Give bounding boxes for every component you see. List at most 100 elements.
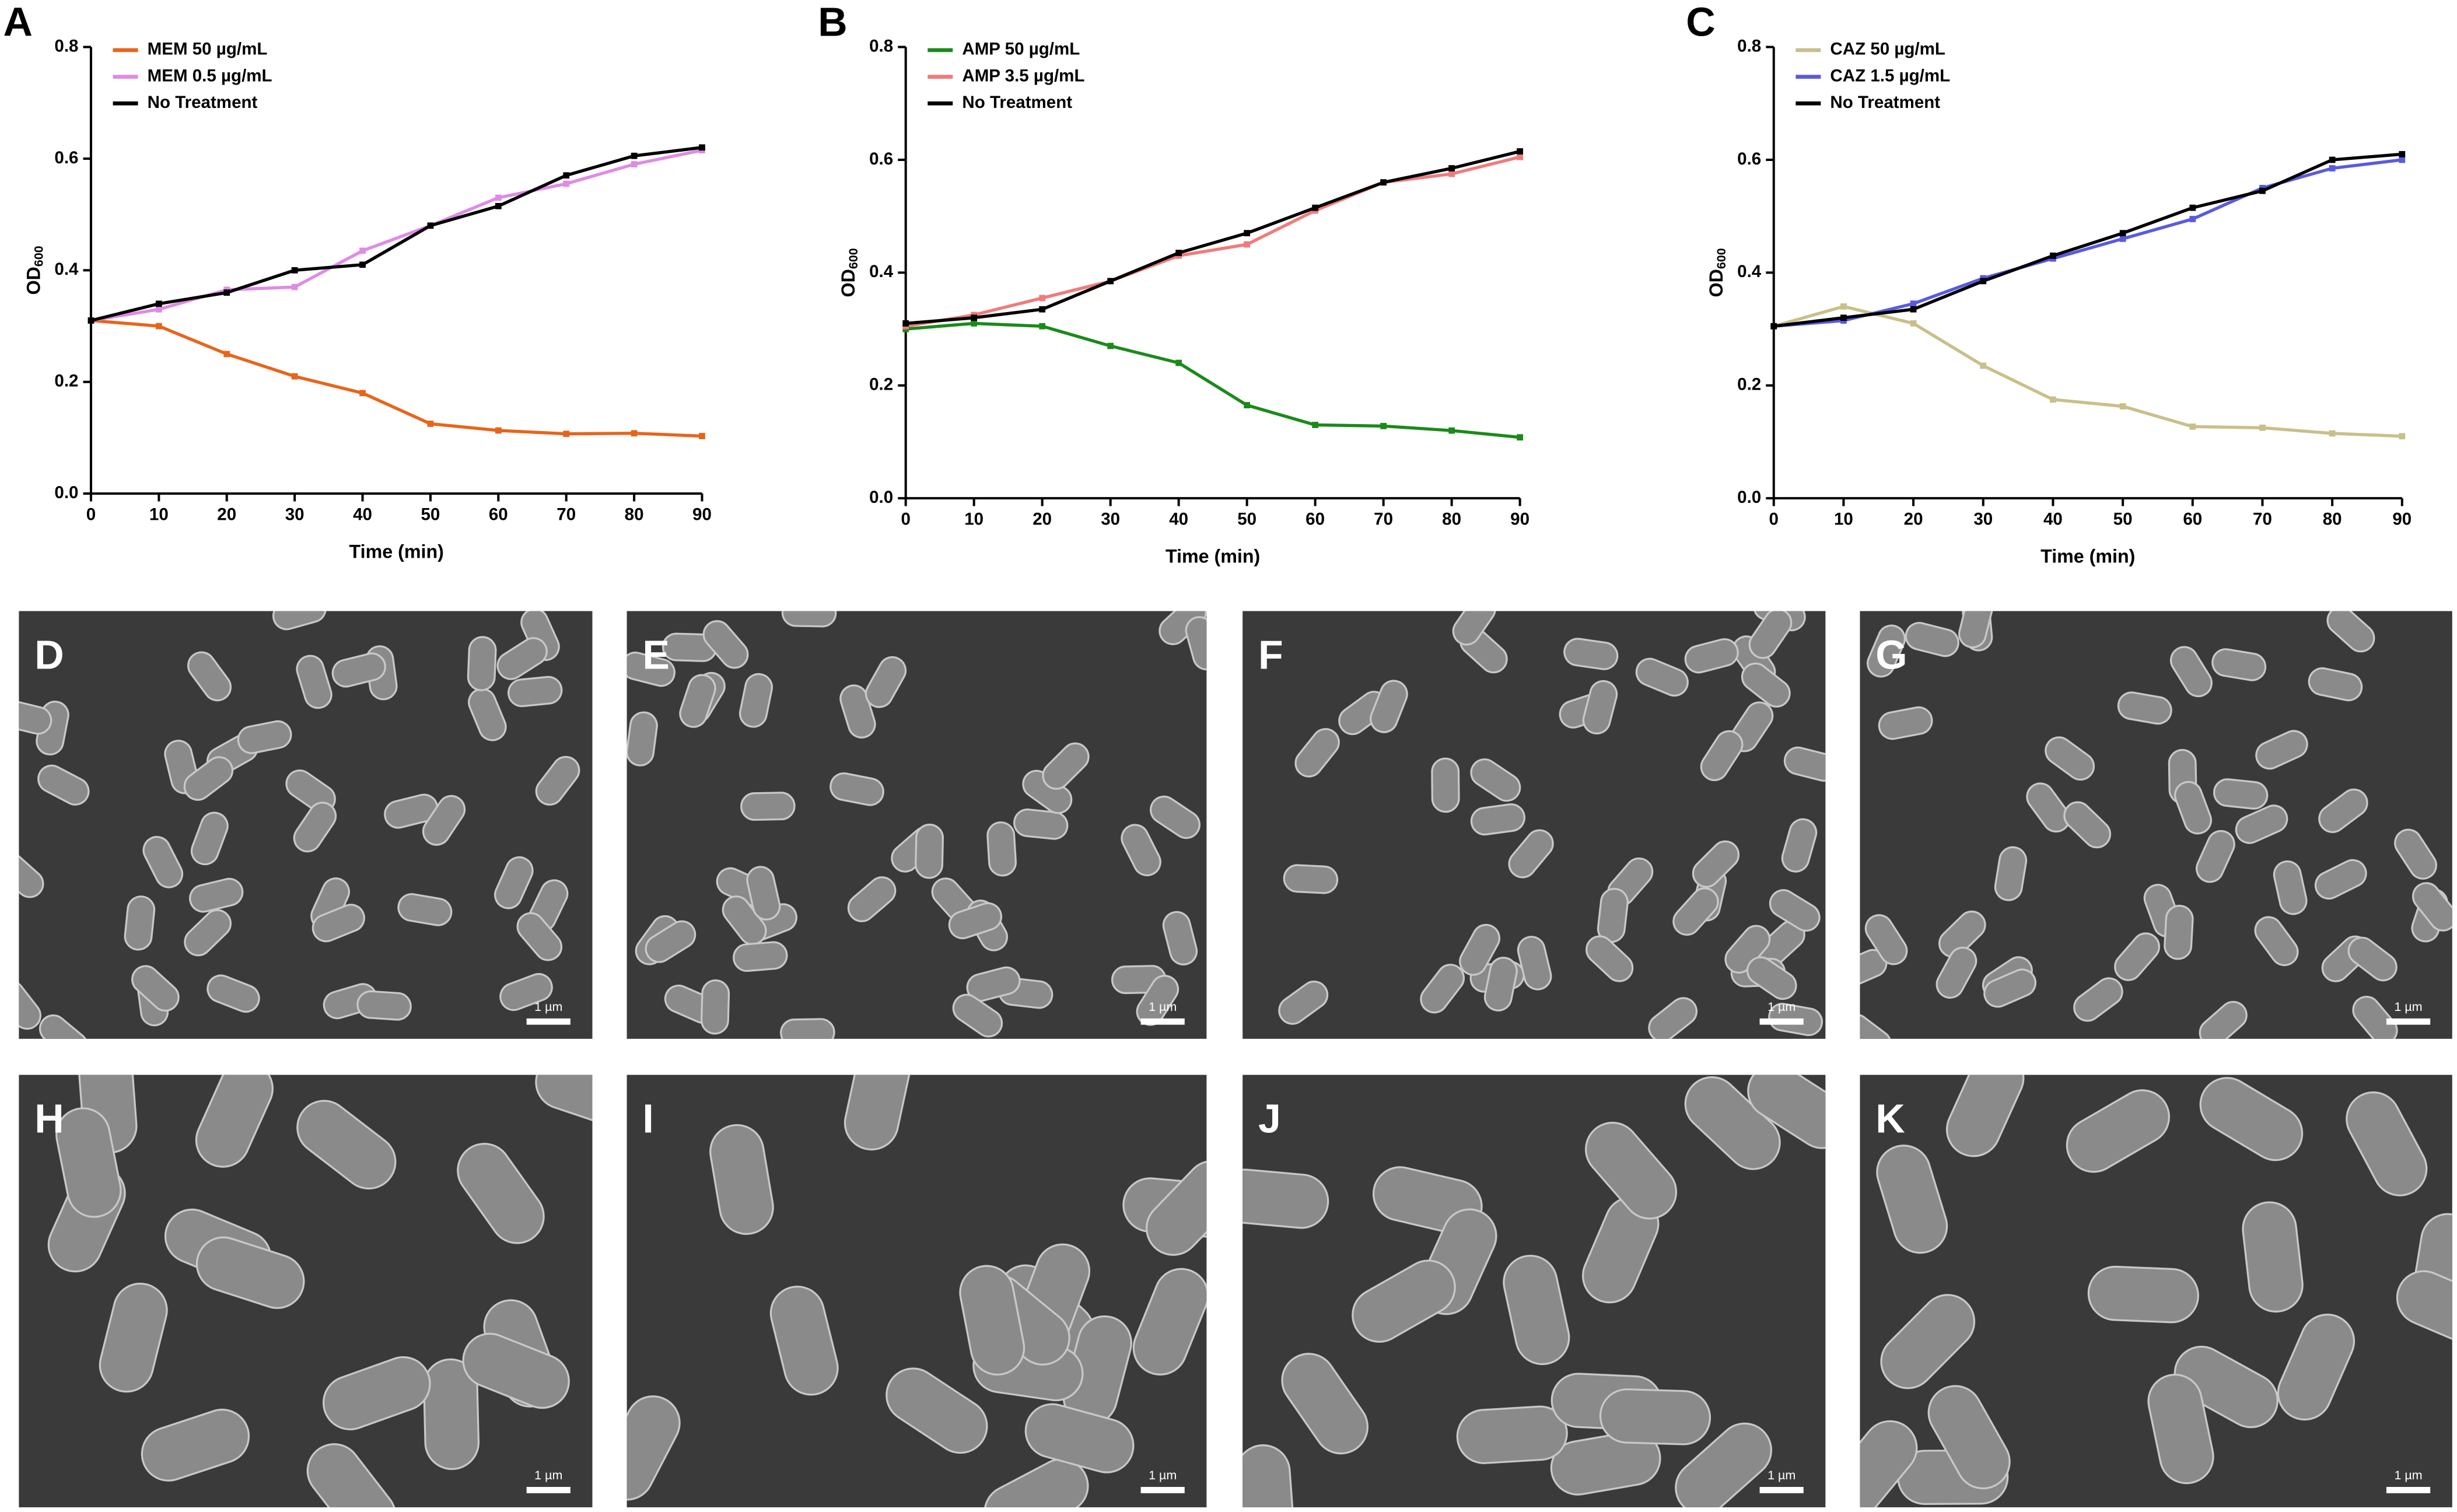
y-tick-label: 0.6 [54,148,78,167]
data-point [1312,422,1318,428]
bacterium [296,1100,397,1190]
bacterium [1938,911,1986,958]
bacterium [356,990,412,1021]
bacterium [190,811,229,866]
scale-label: 1 µm [1768,1468,1796,1482]
x-tick-label: 10 [964,510,984,529]
bacterium [1860,1420,1918,1507]
legend-label: CAZ 50 µg/mL [1830,40,1945,59]
bacterium [2235,804,2288,844]
legend-label: AMP 50 µg/mL [962,40,1080,59]
bacterium [2164,905,2194,960]
bacterium [1747,1074,1826,1149]
data-point [563,430,570,438]
bacterium [2196,830,2235,883]
bacterium [1470,803,1525,836]
y-axis-label-sub: 600 [1714,248,1728,269]
series-line [905,155,1521,328]
scale-bar [2386,1018,2431,1025]
bacterium [2199,1000,2248,1039]
bacterium [844,1074,911,1151]
data-point [699,433,705,439]
series-line [90,318,702,438]
bacterium [1242,1168,1329,1229]
bacterium [1648,997,1698,1039]
x-tick-label: 50 [2113,510,2133,529]
image-label: G [1875,632,1907,678]
x-tick-label: 0 [1769,510,1779,529]
x-tick-label: 30 [285,505,304,524]
bacterium [38,1014,89,1039]
bacterium [2326,611,2375,653]
x-axis-label: Time (min) [1166,546,1260,567]
scale-bar [1759,1487,1804,1493]
bacterium [2242,1201,2304,1313]
image-label: I [642,1096,653,1142]
scale-bar [526,1487,570,1493]
y-axis-label: OD600 [838,248,860,297]
x-tick-label: 40 [1169,510,1188,529]
scale-label: 1 µm [2394,1468,2422,1482]
scale-label: 1 µm [1149,1468,1177,1482]
series-line [905,321,1520,439]
bacterium [331,652,386,688]
bacterium [1936,946,1978,999]
bacterium [2308,667,2363,702]
bacterium [626,652,676,687]
data-point [495,427,502,434]
cells [1242,1074,1826,1507]
data-point [1244,402,1251,408]
bacterium [702,620,749,669]
bacterium [516,912,563,961]
data-point [155,323,162,330]
x-tick-label: 20 [1904,510,1923,529]
y-axis-label-main: OD [838,269,859,297]
data-point [155,306,162,313]
data-point [2329,430,2336,437]
bacterium [1876,1144,1948,1254]
x-tick-label: 70 [2253,510,2272,529]
bacterium [19,980,41,1030]
bacterium [2396,1270,2452,1348]
bacterium [1294,728,1340,778]
bacterium [2347,936,2398,982]
legend-label: No Treatment [148,93,258,112]
x-tick-label: 90 [692,505,712,524]
bacterium [183,756,234,801]
data-point [1517,148,1523,155]
x-tick-label: 80 [625,505,644,524]
bacterium [959,1265,1026,1376]
bacterium [1563,638,1619,670]
y-axis-label: OD600 [1706,248,1728,297]
bacterium [2045,736,2095,781]
sem-image: K 1 µm [1860,1074,2452,1507]
bacterium [780,1018,835,1039]
y-tick-label: 0.8 [1737,36,1761,55]
cells [626,611,1207,1039]
data-point [1980,278,1987,285]
data-point [563,180,570,187]
bacterium [864,656,907,708]
image-label: D [34,632,64,678]
cells [47,1074,593,1507]
panel-label: A [4,0,33,44]
data-point [1910,306,1917,313]
y-tick-label: 0.2 [869,375,893,394]
bacterium [1352,1259,1456,1343]
data-point [1244,241,1251,248]
bacterium [1781,818,1818,873]
scale-bar [1140,1487,1185,1493]
bacterium [272,611,327,631]
bacterium [457,1143,545,1244]
scale-bar [1759,1018,1804,1025]
bacterium [1503,1255,1570,1366]
x-tick-label: 60 [489,505,508,524]
bacterium [141,1408,250,1482]
sem-image: I 1 µm [626,1074,1207,1507]
bacterium [2117,691,2172,725]
data-point [223,289,230,296]
x-tick-label: 10 [1834,510,1853,529]
bacterium [1867,624,1906,678]
scale-bar [526,1018,570,1025]
bacterium [2066,1089,2170,1173]
